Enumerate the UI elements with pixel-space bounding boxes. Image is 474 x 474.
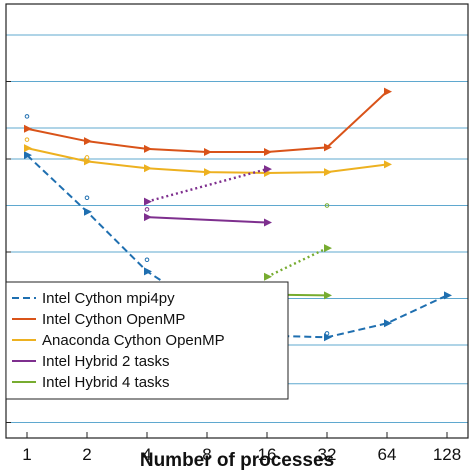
series-2-line-point-2 bbox=[144, 164, 152, 173]
legend-box bbox=[5, 281, 289, 400]
series-1-line-point-6 bbox=[384, 87, 392, 96]
series-1-line-point-0 bbox=[24, 124, 32, 133]
circle-marker-0-2 bbox=[144, 257, 150, 263]
series-2-line-point-5 bbox=[324, 168, 332, 177]
series-0-line-point-0 bbox=[24, 151, 32, 160]
x-tick-label-16: 16 bbox=[258, 445, 277, 464]
x-tick-label-2: 2 bbox=[82, 445, 91, 464]
x-ticks: 1 2 4 8 16 32 64 128 bbox=[22, 432, 461, 464]
series-1-line-point-5 bbox=[324, 143, 332, 152]
x-tick-label-128: 128 bbox=[433, 445, 461, 464]
legend-label-0: Intel Cython mpi4py bbox=[42, 290, 175, 307]
circle-marker-1-0 bbox=[24, 137, 30, 142]
legend: Intel Cython mpi4py Intel Cython OpenMP An… bbox=[5, 281, 289, 400]
circle-marker-0-0 bbox=[24, 114, 30, 119]
series-1-line-point-1 bbox=[84, 137, 92, 146]
series-3-segment-1 bbox=[146, 216, 268, 224]
series-0-line-point-1 bbox=[84, 207, 92, 216]
series-1-line-point-4 bbox=[264, 148, 272, 157]
series-1-line-point-3 bbox=[204, 148, 212, 157]
series-1-line-point-2 bbox=[144, 144, 152, 153]
circle-marker-2-0 bbox=[144, 207, 150, 212]
circle-marker-1-1 bbox=[84, 155, 90, 160]
series-2-line-point-6 bbox=[384, 160, 392, 169]
series-0-line-point-6 bbox=[384, 319, 392, 328]
series-4-segment-0-point-0 bbox=[264, 272, 272, 281]
series-1-line bbox=[26, 90, 388, 154]
x-tick-label-4: 4 bbox=[142, 445, 151, 464]
series-3-segment-0-point-1 bbox=[264, 165, 272, 174]
series-3-segment-0 bbox=[146, 167, 268, 203]
legend-label-2: Anaconda Cython OpenMP bbox=[42, 332, 225, 349]
series-2-line-point-3 bbox=[204, 168, 212, 177]
x-tick-label-32: 32 bbox=[318, 445, 337, 464]
series-3-segment-1-point-0 bbox=[144, 213, 152, 222]
x-tick-label-1: 1 bbox=[22, 445, 31, 464]
circle-marker-0-5 bbox=[324, 331, 330, 336]
circle-marker-3-0 bbox=[324, 203, 330, 208]
series-0-line-point-2 bbox=[144, 267, 152, 276]
series-3-segment-0-point-0 bbox=[144, 197, 152, 206]
series-3-segment-1-point-1 bbox=[264, 218, 272, 227]
series-4-segment-0 bbox=[266, 247, 328, 278]
series-2-line-point-0 bbox=[24, 144, 32, 153]
series-0-line-point-7 bbox=[444, 291, 452, 300]
x-tick-label-8: 8 bbox=[202, 445, 211, 464]
legend-label-1: Intel Cython OpenMP bbox=[42, 311, 185, 328]
series-4-segment-1-point-1 bbox=[324, 291, 332, 300]
x-tick-label-64: 64 bbox=[378, 445, 397, 464]
plot-frame bbox=[5, 3, 469, 439]
legend-label-4: Intel Hybrid 4 tasks bbox=[42, 374, 170, 391]
series-4-segment-0-point-1 bbox=[324, 244, 332, 253]
x-axis-label: Number of processes bbox=[140, 450, 334, 471]
circle-marker-0-1 bbox=[84, 195, 90, 201]
legend-label-3: Intel Hybrid 2 tasks bbox=[42, 353, 170, 370]
